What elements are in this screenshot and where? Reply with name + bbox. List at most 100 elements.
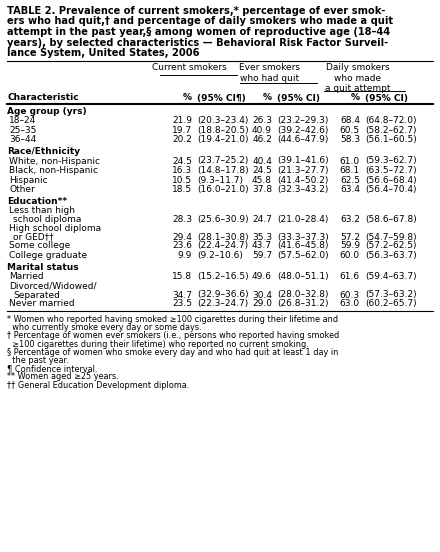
Text: 63.4: 63.4 bbox=[340, 185, 360, 194]
Text: Education**: Education** bbox=[7, 197, 67, 206]
Text: (19.4–21.0): (19.4–21.0) bbox=[197, 135, 249, 144]
Text: (32.9–36.6): (32.9–36.6) bbox=[197, 290, 249, 300]
Text: (28.0–32.8): (28.0–32.8) bbox=[277, 290, 329, 300]
Text: 21.9: 21.9 bbox=[172, 116, 192, 125]
Text: (95% CI¶): (95% CI¶) bbox=[197, 93, 246, 103]
Text: 18–24: 18–24 bbox=[9, 116, 36, 125]
Text: 9.9: 9.9 bbox=[178, 251, 192, 260]
Text: Age group (yrs): Age group (yrs) bbox=[7, 107, 87, 115]
Text: lance System, United States, 2006: lance System, United States, 2006 bbox=[7, 48, 199, 58]
Text: 43.7: 43.7 bbox=[252, 241, 272, 251]
Text: 23.6: 23.6 bbox=[172, 241, 192, 251]
Text: who currently smoke every day or some days.: who currently smoke every day or some da… bbox=[7, 323, 202, 332]
Text: (57.2–62.5): (57.2–62.5) bbox=[365, 241, 417, 251]
Text: ** Women aged ≥25 years.: ** Women aged ≥25 years. bbox=[7, 373, 119, 381]
Text: 30.4: 30.4 bbox=[252, 290, 272, 300]
Text: 40.4: 40.4 bbox=[252, 157, 272, 166]
Text: (56.4–70.4): (56.4–70.4) bbox=[365, 185, 417, 194]
Text: (44.6–47.9): (44.6–47.9) bbox=[277, 135, 328, 144]
Text: Divorced/Widowed/: Divorced/Widowed/ bbox=[9, 282, 96, 291]
Text: (9.2–10.6): (9.2–10.6) bbox=[197, 251, 243, 260]
Text: Race/Ethnicity: Race/Ethnicity bbox=[7, 147, 80, 156]
Text: 61.0: 61.0 bbox=[340, 157, 360, 166]
Text: (9.3–11.7): (9.3–11.7) bbox=[197, 176, 243, 185]
Text: ers who had quit,† and percentage of daily smokers who made a quit: ers who had quit,† and percentage of dai… bbox=[7, 17, 393, 26]
Text: 62.5: 62.5 bbox=[340, 176, 360, 185]
Text: (56.3–63.7): (56.3–63.7) bbox=[365, 251, 417, 260]
Text: †† General Education Development diploma.: †† General Education Development diploma… bbox=[7, 380, 189, 390]
Text: 36–44: 36–44 bbox=[9, 135, 36, 144]
Text: (41.6–45.8): (41.6–45.8) bbox=[277, 241, 329, 251]
Text: (21.0–28.4): (21.0–28.4) bbox=[277, 215, 328, 224]
Text: ¶ Confidence interval.: ¶ Confidence interval. bbox=[7, 364, 97, 373]
Text: (54.7–59.8): (54.7–59.8) bbox=[365, 232, 417, 242]
Text: 23.5: 23.5 bbox=[172, 299, 192, 309]
Text: Married: Married bbox=[9, 272, 44, 282]
Text: White, non-Hispanic: White, non-Hispanic bbox=[9, 157, 100, 166]
Text: years), by selected characteristics — Behavioral Risk Factor Surveil-: years), by selected characteristics — Be… bbox=[7, 38, 388, 47]
Text: 29.0: 29.0 bbox=[252, 299, 272, 309]
Text: (22.4–24.7): (22.4–24.7) bbox=[197, 241, 248, 251]
Text: High school diploma: High school diploma bbox=[9, 224, 101, 233]
Text: 28.3: 28.3 bbox=[172, 215, 192, 224]
Text: (58.2–62.7): (58.2–62.7) bbox=[365, 126, 417, 135]
Text: Never married: Never married bbox=[9, 299, 75, 309]
Text: 35.3: 35.3 bbox=[252, 232, 272, 242]
Text: 46.2: 46.2 bbox=[252, 135, 272, 144]
Text: (23.2–29.3): (23.2–29.3) bbox=[277, 116, 328, 125]
Text: (56.6–68.4): (56.6–68.4) bbox=[365, 176, 417, 185]
Text: 24.7: 24.7 bbox=[252, 215, 272, 224]
Text: TABLE 2. Prevalence of current smokers,* percentage of ever smok-: TABLE 2. Prevalence of current smokers,*… bbox=[7, 6, 385, 16]
Text: %: % bbox=[351, 93, 360, 103]
Text: (39.1–41.6): (39.1–41.6) bbox=[277, 157, 329, 166]
Text: 29.4: 29.4 bbox=[172, 232, 192, 242]
Text: Some college: Some college bbox=[9, 241, 70, 251]
Text: Ever smokers
who had quit: Ever smokers who had quit bbox=[239, 63, 300, 83]
Text: 59.9: 59.9 bbox=[340, 241, 360, 251]
Text: (21.3–27.7): (21.3–27.7) bbox=[277, 166, 329, 175]
Text: (57.5–62.0): (57.5–62.0) bbox=[277, 251, 329, 260]
Text: 18.5: 18.5 bbox=[172, 185, 192, 194]
Text: (20.3–23.4): (20.3–23.4) bbox=[197, 116, 248, 125]
Text: (32.3–43.2): (32.3–43.2) bbox=[277, 185, 328, 194]
Text: attempt in the past year,§ among women of reproductive age (18–44: attempt in the past year,§ among women o… bbox=[7, 27, 390, 37]
Text: (56.1–60.5): (56.1–60.5) bbox=[365, 135, 417, 144]
Text: %: % bbox=[263, 93, 272, 103]
Text: 15.8: 15.8 bbox=[172, 272, 192, 282]
Text: (28.1–30.8): (28.1–30.8) bbox=[197, 232, 249, 242]
Text: 26.3: 26.3 bbox=[252, 116, 272, 125]
Text: 40.9: 40.9 bbox=[252, 126, 272, 135]
Text: 57.2: 57.2 bbox=[340, 232, 360, 242]
Text: 19.7: 19.7 bbox=[172, 126, 192, 135]
Text: 61.6: 61.6 bbox=[340, 272, 360, 282]
Text: (25.6–30.9): (25.6–30.9) bbox=[197, 215, 249, 224]
Text: (59.4–63.7): (59.4–63.7) bbox=[365, 272, 417, 282]
Text: (57.3–63.2): (57.3–63.2) bbox=[365, 290, 417, 300]
Text: Less than high: Less than high bbox=[9, 206, 75, 215]
Text: (15.2–16.5): (15.2–16.5) bbox=[197, 272, 249, 282]
Text: (39.2–42.6): (39.2–42.6) bbox=[277, 126, 328, 135]
Text: or GED††: or GED†† bbox=[13, 232, 54, 242]
Text: 60.5: 60.5 bbox=[340, 126, 360, 135]
Text: Characteristic: Characteristic bbox=[7, 93, 79, 103]
Text: 68.4: 68.4 bbox=[340, 116, 360, 125]
Text: Hispanic: Hispanic bbox=[9, 176, 48, 185]
Text: 59.7: 59.7 bbox=[252, 251, 272, 260]
Text: (60.2–65.7): (60.2–65.7) bbox=[365, 299, 417, 309]
Text: College graduate: College graduate bbox=[9, 251, 87, 260]
Text: 16.3: 16.3 bbox=[172, 166, 192, 175]
Text: Current smokers: Current smokers bbox=[152, 63, 227, 72]
Text: (95% CI): (95% CI) bbox=[277, 93, 320, 103]
Text: (63.5–72.7): (63.5–72.7) bbox=[365, 166, 417, 175]
Text: (26.8–31.2): (26.8–31.2) bbox=[277, 299, 329, 309]
Text: † Percentage of women ever smokers (i.e., persons who reported having smoked: † Percentage of women ever smokers (i.e.… bbox=[7, 331, 339, 341]
Text: Marital status: Marital status bbox=[7, 263, 79, 272]
Text: (14.8–17.8): (14.8–17.8) bbox=[197, 166, 249, 175]
Text: (33.3–37.3): (33.3–37.3) bbox=[277, 232, 329, 242]
Text: (59.3–62.7): (59.3–62.7) bbox=[365, 157, 417, 166]
Text: (48.0–51.1): (48.0–51.1) bbox=[277, 272, 329, 282]
Text: 34.7: 34.7 bbox=[172, 290, 192, 300]
Text: 24.5: 24.5 bbox=[252, 166, 272, 175]
Text: 60.0: 60.0 bbox=[340, 251, 360, 260]
Text: %: % bbox=[183, 93, 192, 103]
